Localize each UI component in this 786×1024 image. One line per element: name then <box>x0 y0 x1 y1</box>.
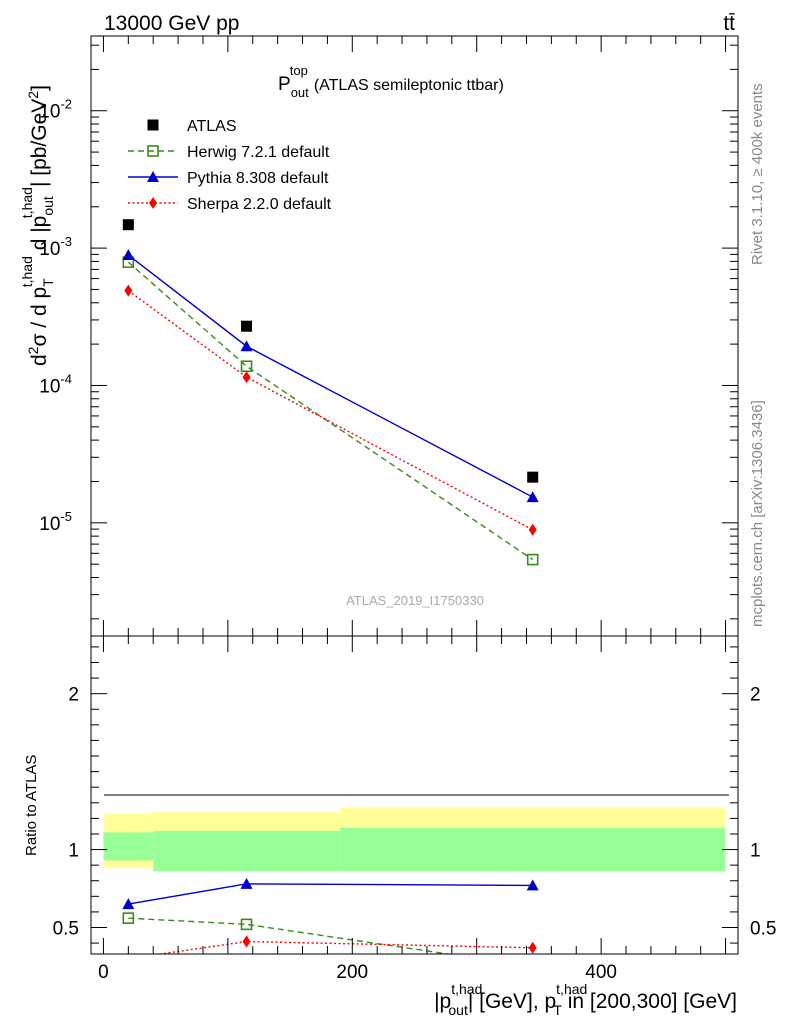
mcplots-label: mcplots.cern.ch [arXiv:1306.3436] <box>749 400 766 627</box>
x-axis-label-part: t,had <box>451 981 482 997</box>
ratio-herwig-point <box>528 961 538 971</box>
ratio-y-tick-label-right: 0.5 <box>750 919 776 940</box>
ratio-sherpa-point <box>242 935 251 948</box>
x-axis-label-part: | [GeV], p <box>468 990 556 1013</box>
ratio-y-tick-label-right: 1 <box>750 841 761 862</box>
uncertainty-band-inner <box>339 827 726 872</box>
uncertainty-band-inner <box>153 830 340 872</box>
x-axis-label-part: |p <box>434 990 451 1013</box>
y-tick-label: 10-5 <box>39 509 72 535</box>
ratio-y-tick-label-left: 0.5 <box>53 919 79 940</box>
legend-pythia-label: Pythia 8.308 default <box>187 170 329 187</box>
sherpa-point <box>242 371 251 384</box>
ratio-frame <box>90 635 739 955</box>
main-data <box>122 219 539 566</box>
y-tick-label-exp: -3 <box>60 234 72 249</box>
ratio-herwig-line <box>128 917 453 954</box>
ratio-y-tick-label-left: 2 <box>68 685 79 706</box>
plot-title-rest: (ATLAS semileptonic ttbar) <box>314 77 504 94</box>
legend-herwig-marker <box>147 145 159 157</box>
plot-title-sup: top <box>290 63 308 78</box>
legend-pythia-marker <box>147 171 159 182</box>
pythia-line <box>127 254 534 498</box>
legend: ATLAS Herwig 7.2.1 default Pythia 8.308 de… <box>128 118 332 213</box>
plot-title: Pout top (ATLAS semileptonic ttbar) <box>278 63 504 100</box>
ratio-pythia-point <box>122 898 135 910</box>
analysis-id: ATLAS_2019_I1750330 <box>346 593 484 608</box>
herwig-line <box>127 261 534 561</box>
y-tick-label-exp: -2 <box>60 97 72 112</box>
main-panel: 10-510-410-310-2 Pouttop(ATLAS semilepto… <box>19 35 739 637</box>
sherpa-point <box>528 523 537 536</box>
y-tick-label-base: 10 <box>39 102 60 123</box>
atlas-point <box>241 320 253 332</box>
pythia-point <box>526 491 539 503</box>
ratio-herwig-point <box>122 912 135 924</box>
ratio-ticks: 0.5 0.5 1 1 2 2 0 200 400 <box>53 636 776 983</box>
atlas-point <box>122 219 134 231</box>
y-tick-label: 10-3 <box>39 234 72 260</box>
ratio-y-tick-label-left: 1 <box>68 841 79 862</box>
ratio-pythia-point <box>526 879 539 891</box>
y-tick-label-base: 10 <box>39 514 60 535</box>
y-tick-label: 10-4 <box>39 371 72 397</box>
ratio-data <box>122 877 539 971</box>
ratio-sherpa-line <box>155 940 533 954</box>
y-tick-label-exp: -5 <box>60 509 72 524</box>
legend-herwig-label: Herwig 7.2.1 default <box>187 144 330 161</box>
rivet-label: Rivet 3.1.10, ≥ 400k events <box>749 83 766 265</box>
y-tick-label: 10-2 <box>39 97 72 123</box>
x-axis-label-part: T <box>553 1002 562 1018</box>
x-axis-label-part: in [200,300] [GeV] <box>562 990 737 1013</box>
ratio-y-axis-label: Ratio to ATLAS <box>23 755 40 856</box>
y-tick-label-base: 10 <box>39 239 60 260</box>
ratio-panel: 0.5 0.51 12 20 200 400 Ratio to ATLAS |pt,had… <box>23 635 776 1018</box>
sherpa-point <box>124 284 133 297</box>
sherpa-line <box>127 290 534 531</box>
ratio-pythia-point <box>240 877 253 889</box>
ratio-y-tick-label-right: 2 <box>750 685 761 706</box>
x-axis-label-part: out <box>448 1002 468 1018</box>
y-tick-label-exp: -4 <box>60 371 72 386</box>
legend-sherpa-label: Sherpa 2.2.0 default <box>187 196 332 213</box>
collision-label: 13000 GeV pp <box>104 12 239 35</box>
ratio-pythia-line <box>128 883 533 905</box>
pythia-point <box>122 249 135 261</box>
atlas-point <box>527 471 539 483</box>
herwig-point <box>526 553 539 566</box>
ratio-herwig-point <box>240 918 253 931</box>
x-tick-label: 200 <box>336 962 368 983</box>
legend-sherpa-marker <box>149 197 157 209</box>
plot-title-main: P <box>278 74 291 95</box>
pythia-point <box>240 340 253 352</box>
x-tick-label: 0 <box>98 962 109 983</box>
main-ticks: 10-510-410-310-2 <box>39 36 738 636</box>
ratio-sherpa-point <box>528 941 537 954</box>
legend-atlas-label: ATLAS <box>187 118 237 135</box>
ratio-bands <box>103 807 726 872</box>
x-axis-label: |pt,had out| [GeV], pt,had T in [200,300] … <box>434 981 737 1018</box>
uncertainty-band-inner <box>103 832 154 861</box>
x-axis-label-part: t,had <box>556 981 587 997</box>
y-tick-label-base: 10 <box>39 376 60 397</box>
legend-atlas-marker <box>147 119 159 131</box>
main-y-axis-label: d2σ / d pTt,had d |poutt,had| [pb/GeV2] <box>19 85 56 366</box>
plot-title-sub: out <box>291 85 309 100</box>
x-tick-label: 400 <box>585 962 617 983</box>
process-label: tt̄ <box>723 12 735 35</box>
